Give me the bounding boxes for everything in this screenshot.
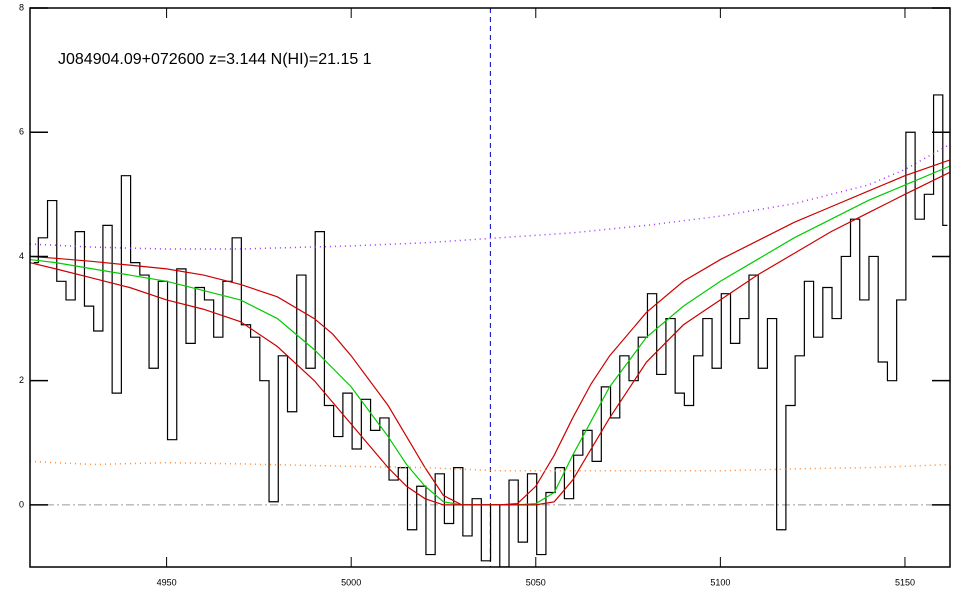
chart-title: J084904.09+072600 z=3.144 N(HI)=21.15 1 — [58, 51, 372, 68]
x-tick-label: 5100 — [710, 577, 730, 587]
y-tick-label: 0 — [19, 499, 24, 509]
series-line — [30, 143, 950, 250]
x-tick-label: 5150 — [895, 577, 915, 587]
y-tick-label: 4 — [19, 251, 24, 261]
x-tick-label: 5000 — [341, 577, 361, 587]
y-tick-label: 8 — [19, 2, 24, 12]
y-tick-label: 2 — [19, 375, 24, 385]
series-line — [30, 460, 950, 472]
series-line — [30, 172, 950, 506]
x-tick-label: 4950 — [157, 577, 177, 587]
plot-frame — [29, 7, 951, 568]
y-tick-label: 6 — [19, 127, 24, 137]
x-tick-label: 5050 — [526, 577, 546, 587]
series-line — [33, 94, 948, 567]
